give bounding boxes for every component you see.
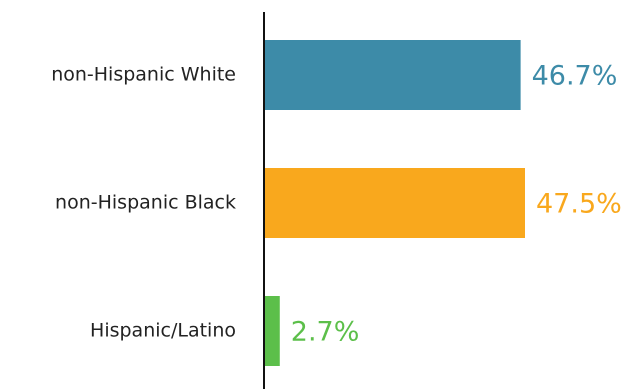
- bar: [265, 296, 280, 366]
- category-label: Hispanic/Latino: [90, 320, 236, 342]
- category-label: non-Hispanic Black: [55, 192, 236, 214]
- category-label: non-Hispanic White: [51, 64, 236, 86]
- value-label: 47.5%: [536, 189, 622, 220]
- bars-group: non-Hispanic White 46.7% non-Hispanic Blac…: [51, 40, 622, 366]
- value-label: 2.7%: [291, 317, 360, 348]
- value-label: 46.7%: [532, 61, 618, 92]
- bar: [265, 40, 521, 110]
- bar: [265, 168, 525, 238]
